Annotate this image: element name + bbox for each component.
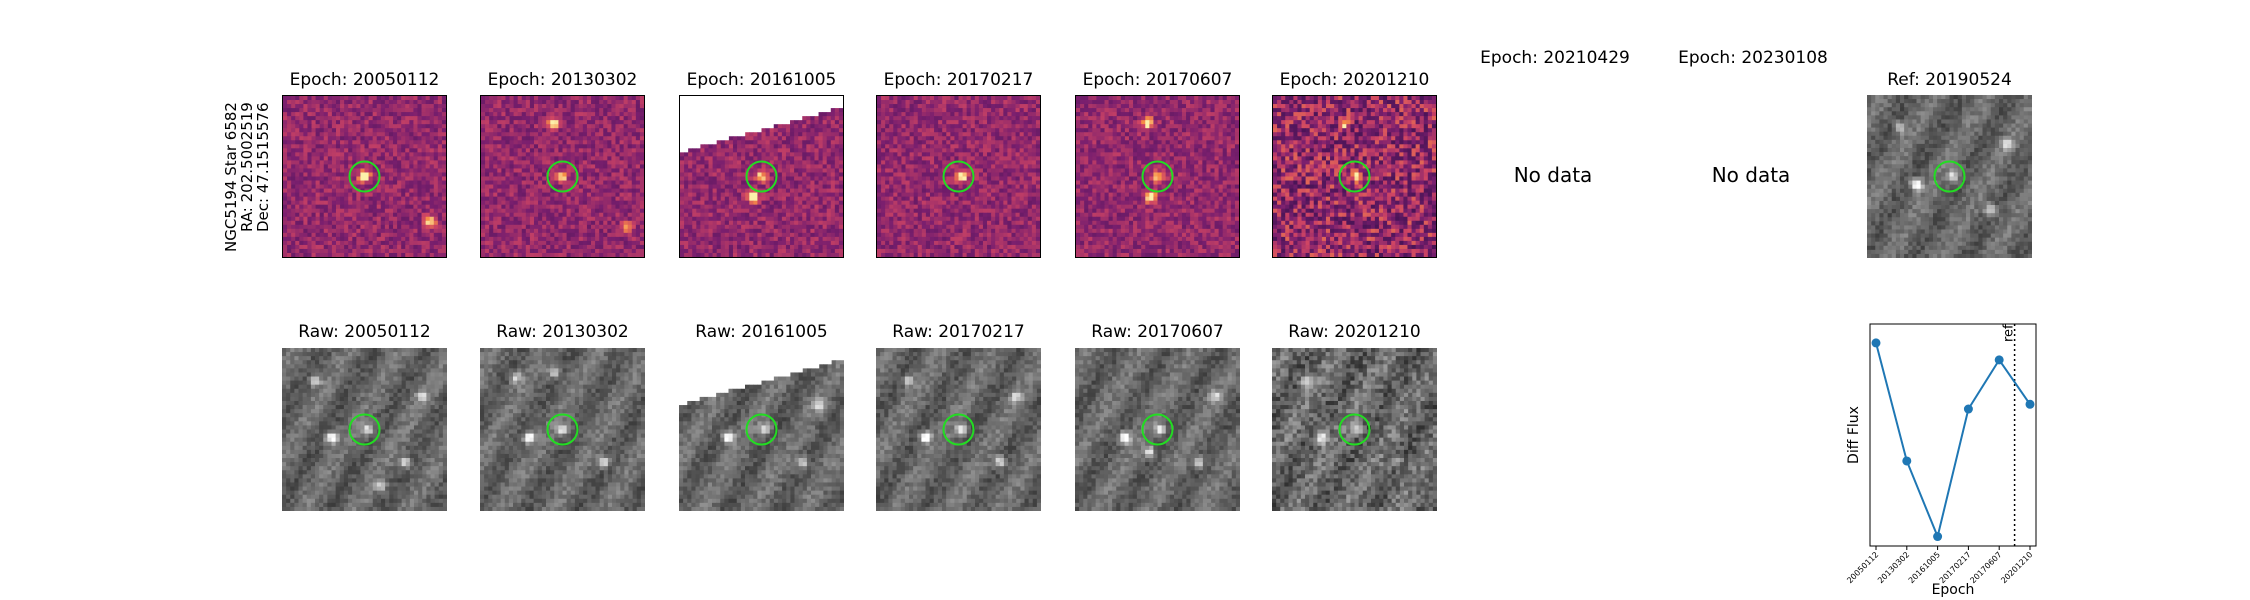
x-tick-label-20130302: 20130302 xyxy=(1876,550,1911,585)
no-data-text-2: No data xyxy=(1651,163,1851,187)
data-point-20201210 xyxy=(2025,399,2035,409)
data-point-20130302 xyxy=(1902,456,1912,466)
raw-image-5 xyxy=(1075,348,1240,511)
data-point-20161005 xyxy=(1933,532,1943,542)
raw-image-2 xyxy=(480,348,645,511)
target-aperture-circle xyxy=(942,160,975,193)
plot-frame xyxy=(1869,323,2037,547)
raw-image-1 xyxy=(282,348,447,511)
x-tick-label-20170607: 20170607 xyxy=(1968,550,2003,585)
diff-image-1 xyxy=(282,95,447,258)
no-data-text-1: No data xyxy=(1453,163,1653,187)
star-dec: Dec: 47.1515576 xyxy=(254,102,272,232)
raw-title-1: Raw: 20050112 xyxy=(282,322,447,342)
target-aperture-circle xyxy=(348,413,381,446)
star-label: NGC5194 Star 6582 RA: 202.5002519 Dec: 4… xyxy=(222,92,272,252)
target-aperture-circle xyxy=(1338,160,1371,193)
target-aperture-circle xyxy=(546,413,579,446)
diff-image-3 xyxy=(679,95,844,258)
x-axis-label: Epoch xyxy=(1932,582,1975,598)
target-aperture-circle xyxy=(546,160,579,193)
epoch-title-3: Epoch: 20161005 xyxy=(679,70,844,90)
diff-image-6 xyxy=(1272,95,1437,258)
epoch-title-4: Epoch: 20170217 xyxy=(876,70,1041,90)
target-aperture-circle xyxy=(1338,413,1371,446)
x-tick-label-20050112: 20050112 xyxy=(1845,550,1880,585)
data-point-20170607 xyxy=(1994,355,2004,365)
ref-image xyxy=(1867,95,2032,258)
diff-image-5 xyxy=(1075,95,1240,258)
target-aperture-circle xyxy=(1141,413,1174,446)
epoch-title-7: Epoch: 20210429 xyxy=(1455,48,1655,68)
raw-title-2: Raw: 20130302 xyxy=(480,322,645,342)
diff-flux-series-line xyxy=(1875,342,2031,540)
target-aperture-circle xyxy=(745,413,778,446)
diff-flux-light-curve: ref 200501122013030220161005201702172017… xyxy=(1845,323,2037,598)
x-tick-label-20201210: 20201210 xyxy=(1999,550,2034,585)
raw-title-4: Raw: 20170217 xyxy=(876,322,1041,342)
epoch-title-6: Epoch: 20201210 xyxy=(1272,70,1437,90)
raw-title-6: Raw: 20201210 xyxy=(1272,322,1437,342)
raw-image-6 xyxy=(1272,348,1437,511)
reference-label: ref xyxy=(2002,324,2017,342)
epoch-title-1: Epoch: 20050112 xyxy=(282,70,447,90)
diff-image-4 xyxy=(876,95,1041,258)
epoch-title-5: Epoch: 20170607 xyxy=(1075,70,1240,90)
target-aperture-circle xyxy=(942,413,975,446)
target-aperture-circle xyxy=(348,160,381,193)
x-tick-label-20170217: 20170217 xyxy=(1938,550,1973,585)
raw-image-3 xyxy=(679,348,844,511)
target-aperture-circle xyxy=(1933,160,1966,193)
data-point-20050112 xyxy=(1871,338,1881,348)
raw-title-5: Raw: 20170607 xyxy=(1075,322,1240,342)
x-tick-label-20161005: 20161005 xyxy=(1907,550,1942,585)
ref-title: Ref: 20190524 xyxy=(1867,70,2032,90)
target-aperture-circle xyxy=(1141,160,1174,193)
diff-image-2 xyxy=(480,95,645,258)
epoch-title-8: Epoch: 20230108 xyxy=(1653,48,1853,68)
y-axis-label: Diff Flux xyxy=(1846,406,1862,464)
data-point-20170217 xyxy=(1963,404,1973,414)
raw-image-4 xyxy=(876,348,1041,511)
target-aperture-circle xyxy=(745,160,778,193)
epoch-title-2: Epoch: 20130302 xyxy=(480,70,645,90)
raw-title-3: Raw: 20161005 xyxy=(679,322,844,342)
